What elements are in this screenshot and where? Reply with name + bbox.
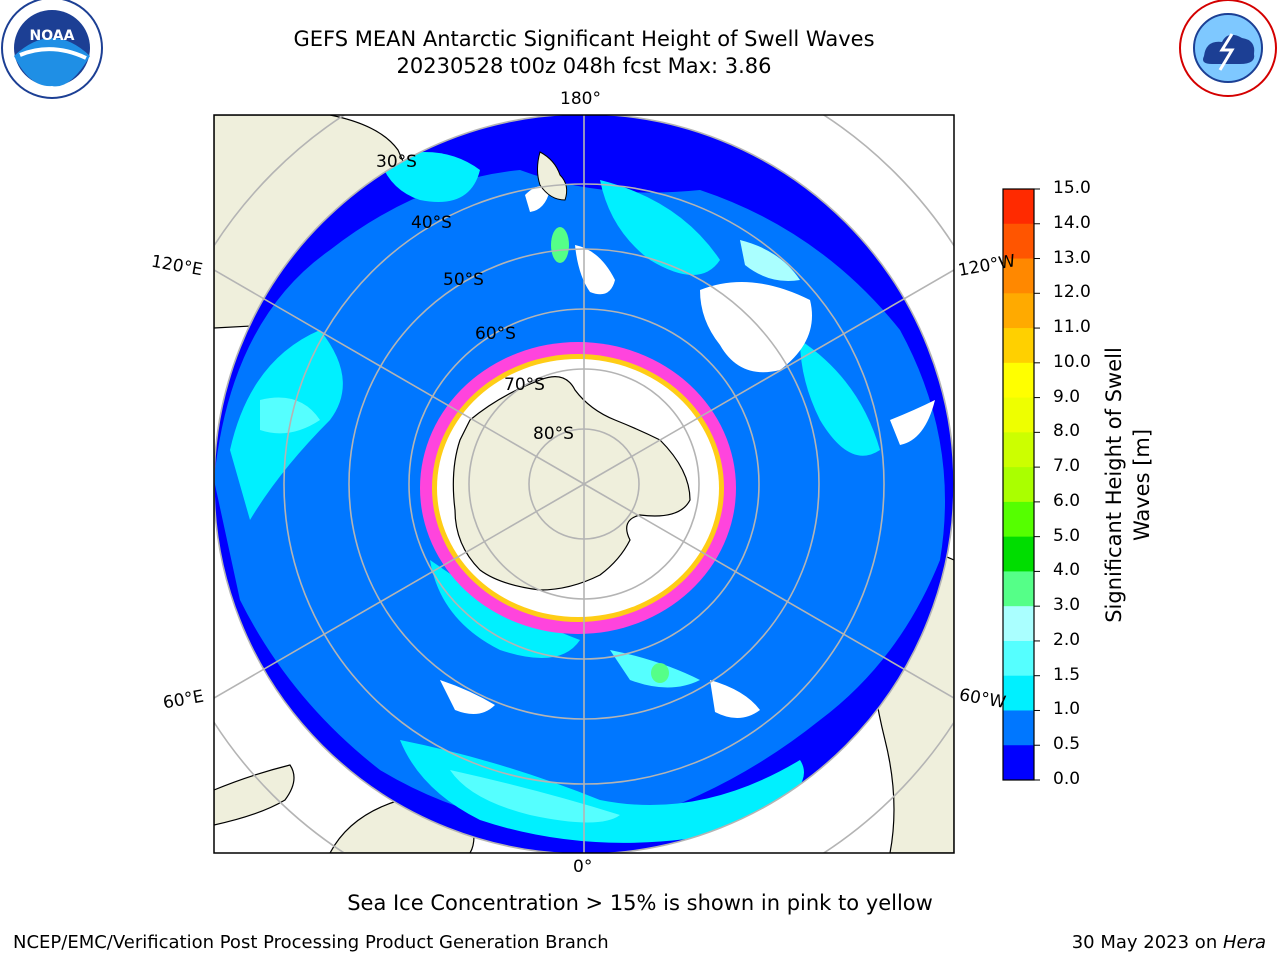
- colorbar-segment: [1003, 606, 1034, 642]
- chart-subtitle: 20230528 t00z 048h fcst Max: 3.86: [396, 54, 772, 78]
- colorbar-title-line1: Significant Height of Swell: [1102, 347, 1126, 623]
- footer-date: 30 May 2023 on Hera: [1072, 932, 1266, 953]
- colorbar-tick-label: 1.0: [1053, 699, 1081, 720]
- colorbar-segment: [1003, 710, 1034, 746]
- footer-host: Hera: [1222, 932, 1266, 953]
- map-frame: [213, 114, 955, 854]
- colorbar-tick-label: 13.0: [1053, 247, 1091, 268]
- colorbar-tick-label: 5.0: [1053, 525, 1081, 546]
- noaa-logo: NOAA: [1, 0, 103, 99]
- footer-credit: NCEP/EMC/Verification Post Processing Pr…: [13, 932, 609, 953]
- colorbar-tick-label: 10.0: [1053, 351, 1091, 372]
- chart-title: GEFS MEAN Antarctic Significant Height o…: [293, 27, 875, 51]
- colorbar-segment: [1003, 432, 1034, 468]
- colorbar-tick-label: 12.0: [1053, 282, 1091, 303]
- colorbar-segment: [1003, 571, 1034, 607]
- colorbar-tick-label: 14.0: [1053, 212, 1091, 233]
- lat-label-70s: 70°S: [504, 375, 545, 395]
- lat-label-30s: 30°S: [376, 152, 417, 172]
- colorbar-title: Significant Height of Swell Waves [m]: [1100, 347, 1156, 623]
- colorbar-segment: [1003, 501, 1034, 538]
- footer-date-text: 30 May 2023 on: [1071, 932, 1223, 953]
- colorbar-segment: [1003, 189, 1034, 225]
- colorbar-segment: [1003, 362, 1034, 399]
- colorbar-tick-label: 3.0: [1053, 595, 1081, 616]
- colorbar-tick-label: 15.0: [1053, 178, 1091, 198]
- lat-label-80s: 80°S: [533, 424, 574, 444]
- colorbar-segment: [1003, 293, 1034, 329]
- lat-label-60s: 60°S: [475, 324, 516, 344]
- colorbar-segment: [1003, 328, 1034, 364]
- colorbar-segment: [1003, 397, 1034, 433]
- sea-ice-note: Sea Ice Concentration > 15% is shown in …: [347, 891, 933, 915]
- colorbar-title-line2: Waves [m]: [1130, 428, 1154, 542]
- colorbar: [1003, 188, 1040, 781]
- colorbar-segment: [1003, 467, 1034, 503]
- colorbar-tick-label: 9.0: [1053, 386, 1081, 407]
- colorbar-segment: [1003, 675, 1034, 711]
- colorbar-tick-label: 0.0: [1053, 769, 1081, 789]
- lon-label-0: 0°: [573, 857, 593, 877]
- colorbar-segment: [1003, 536, 1034, 572]
- svg-text:NOAA: NOAA: [30, 28, 75, 44]
- colorbar-segment: [1003, 258, 1034, 294]
- colorbar-tick-label: 4.0: [1053, 560, 1081, 581]
- colorbar-segment: [1003, 640, 1034, 677]
- colorbar-tick-label: 2.0: [1053, 629, 1081, 650]
- lon-label-180: 180°: [560, 89, 601, 109]
- antarctica: [452, 376, 691, 591]
- colorbar-tick-label: 6.0: [1053, 490, 1081, 511]
- lat-label-40s: 40°S: [411, 213, 452, 233]
- colorbar-tick-label: 8.0: [1053, 421, 1081, 442]
- lat-label-50s: 50°S: [443, 270, 484, 290]
- colorbar-segment: [1003, 745, 1034, 781]
- colorbar-tick-label: 7.0: [1053, 456, 1081, 477]
- nws-logo: [1179, 0, 1277, 97]
- colorbar-tick-label: 1.5: [1053, 664, 1081, 685]
- graticule: [214, 115, 954, 853]
- colorbar-segment: [1003, 223, 1034, 260]
- colorbar-tick-label: 0.5: [1053, 734, 1081, 755]
- colorbar-tick-label: 11.0: [1053, 317, 1091, 338]
